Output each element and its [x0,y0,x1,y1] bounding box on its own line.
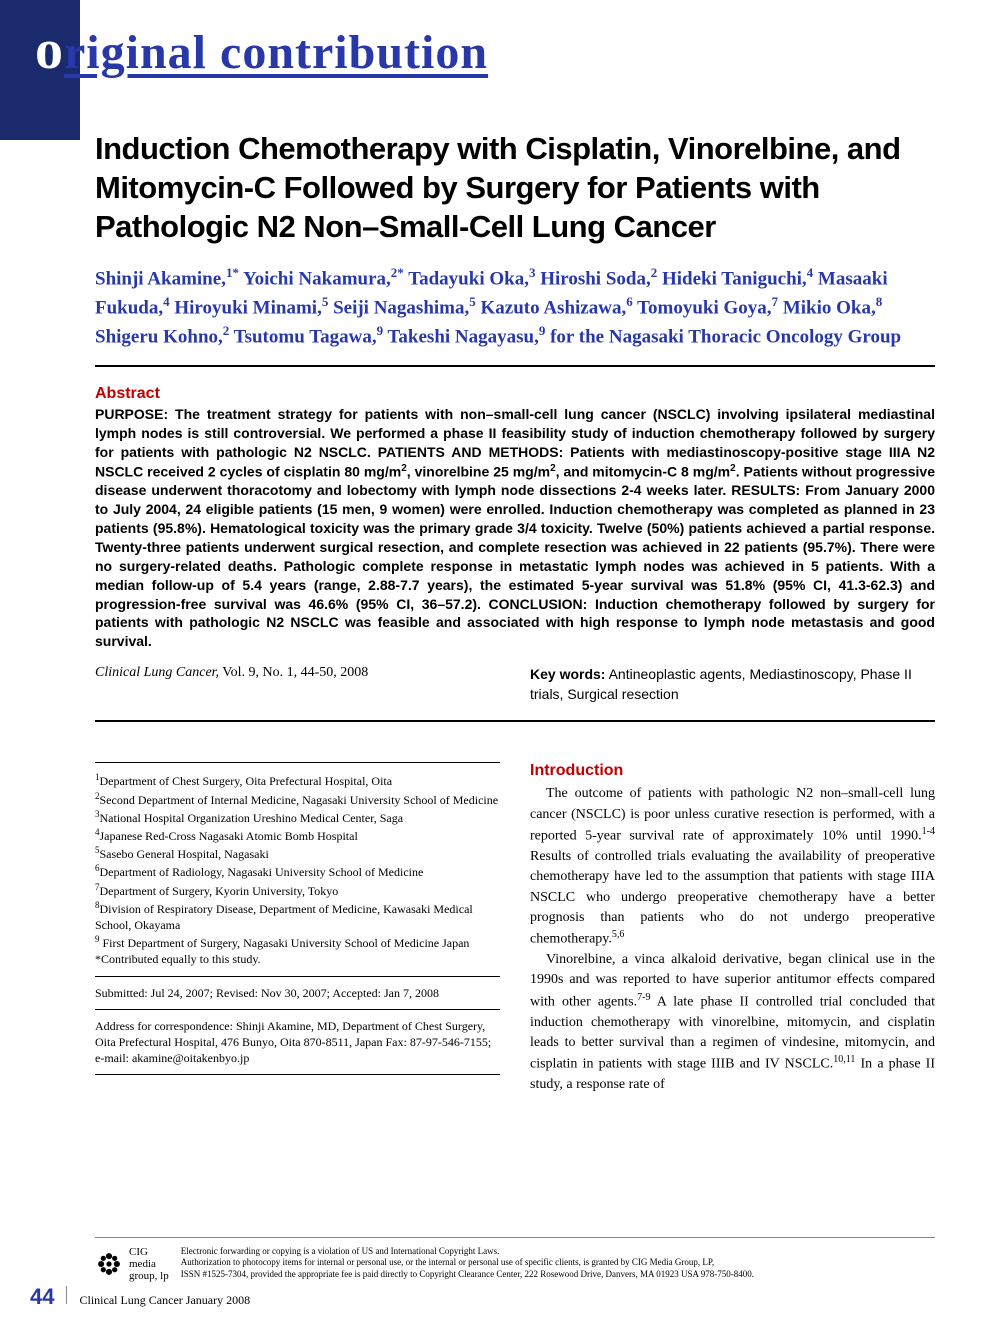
footer-divider [66,1286,67,1304]
page-number-footer: 44 Clinical Lung Cancer January 2008 [30,1284,250,1310]
section-label-cap: o [35,18,64,82]
publisher-logo: CIG media group, lp [95,1246,169,1282]
affiliations: 1Department of Chest Surgery, Oita Prefe… [95,771,500,967]
keywords-label: Key words: [530,666,605,682]
keywords-line: Key words: Antineoplastic agents, Medias… [530,665,935,704]
article-title: Induction Chemotherapy with Cisplatin, V… [95,130,935,246]
citation-journal: Clinical Lung Cancer, [95,665,219,680]
footer-row: CIG media group, lp Electronic forwardin… [95,1237,935,1282]
citation-line: Clinical Lung Cancer, Vol. 9, No. 1, 44-… [95,665,500,681]
introduction-heading: Introduction [530,762,935,780]
affil-rule-top [95,762,500,763]
divider-mid [95,720,935,722]
flower-icon [95,1250,123,1278]
header-band: original contribution [0,0,990,80]
page-number: 44 [30,1284,54,1310]
logo-line-2: media [129,1258,169,1270]
affil-rule-2 [95,1009,500,1010]
abstract-heading: Abstract [95,385,935,403]
intro-paragraph-2: Vinorelbine, a vinca alkaloid derivative… [530,950,935,1095]
divider-top [95,365,935,367]
introduction-body: The outcome of patients with pathologic … [530,784,935,1095]
abstract-text: PURPOSE: The treatment strategy for pati… [95,405,935,651]
logo-line-1: CIG [129,1246,169,1258]
correspondence: Address for correspondence: Shinji Akami… [95,1018,500,1067]
intro-paragraph-1: The outcome of patients with pathologic … [530,784,935,950]
section-label: original contribution [35,18,488,82]
copyright-text: Electronic forwarding or copying is a vi… [181,1246,935,1281]
section-label-rest: riginal contribution [64,26,488,79]
page-footer-block: CIG media group, lp Electronic forwardin… [95,1237,935,1282]
logo-text: CIG media group, lp [129,1246,169,1282]
logo-line-3: group, lp [129,1270,169,1282]
journal-footer-text: Clinical Lung Cancer January 2008 [79,1293,250,1308]
affil-rule-3 [95,1074,500,1075]
author-list: Shinji Akamine,1* Yoichi Nakamura,2* Tad… [95,264,935,351]
submission-dates: Submitted: Jul 24, 2007; Revised: Nov 30… [95,985,500,1001]
citation-keywords-row: Clinical Lung Cancer, Vol. 9, No. 1, 44-… [95,665,935,704]
citation-volume: Vol. 9, No. 1, 44-50, 2008 [219,665,368,680]
lower-columns: 1Department of Chest Surgery, Oita Prefe… [95,740,935,1095]
page-content: Induction Chemotherapy with Cisplatin, V… [0,130,990,1096]
affil-rule-1 [95,976,500,977]
